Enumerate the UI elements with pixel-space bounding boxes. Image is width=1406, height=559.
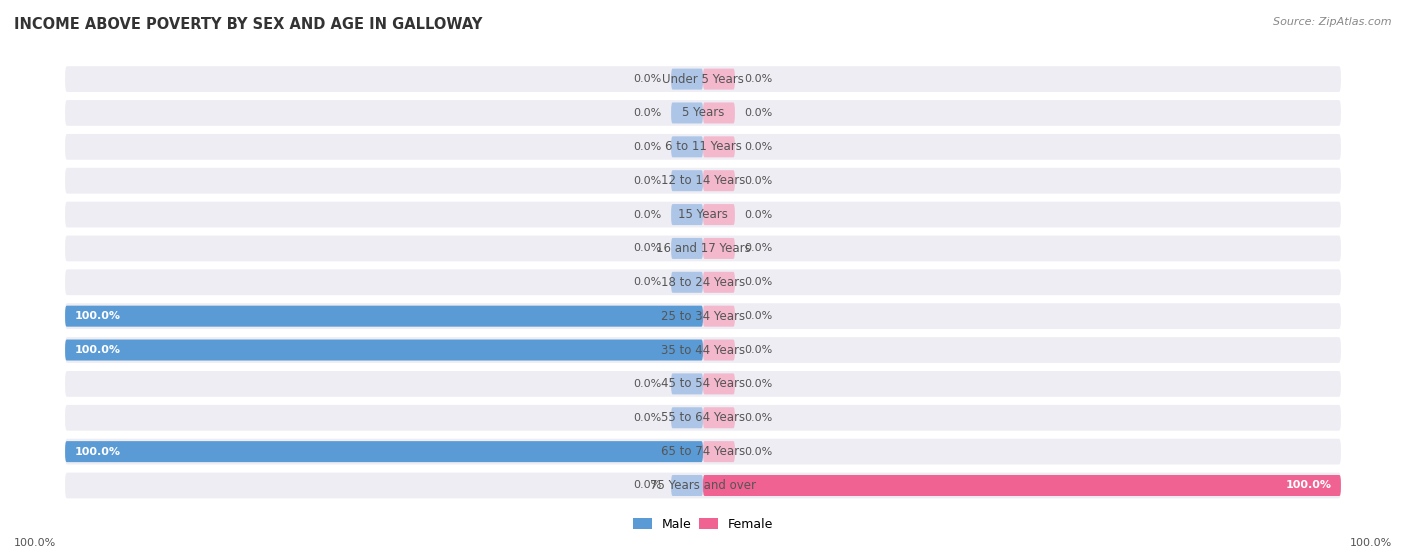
- Legend: Male, Female: Male, Female: [628, 513, 778, 536]
- Text: INCOME ABOVE POVERTY BY SEX AND AGE IN GALLOWAY: INCOME ABOVE POVERTY BY SEX AND AGE IN G…: [14, 17, 482, 32]
- Text: 6 to 11 Years: 6 to 11 Years: [665, 140, 741, 153]
- Text: 0.0%: 0.0%: [744, 311, 773, 321]
- FancyBboxPatch shape: [65, 337, 1341, 363]
- Text: 35 to 44 Years: 35 to 44 Years: [661, 344, 745, 357]
- Text: 0.0%: 0.0%: [633, 277, 662, 287]
- FancyBboxPatch shape: [65, 100, 1341, 126]
- FancyBboxPatch shape: [703, 204, 735, 225]
- Text: 0.0%: 0.0%: [744, 345, 773, 355]
- FancyBboxPatch shape: [671, 238, 703, 259]
- FancyBboxPatch shape: [703, 272, 735, 293]
- Text: 0.0%: 0.0%: [633, 108, 662, 118]
- Text: 0.0%: 0.0%: [744, 447, 773, 457]
- FancyBboxPatch shape: [65, 66, 1341, 92]
- Text: 0.0%: 0.0%: [744, 413, 773, 423]
- FancyBboxPatch shape: [65, 405, 1341, 430]
- FancyBboxPatch shape: [703, 102, 735, 124]
- Text: 100.0%: 100.0%: [75, 311, 121, 321]
- FancyBboxPatch shape: [65, 235, 1341, 261]
- FancyBboxPatch shape: [671, 204, 703, 225]
- Text: 100.0%: 100.0%: [14, 538, 56, 548]
- FancyBboxPatch shape: [703, 408, 735, 428]
- FancyBboxPatch shape: [65, 134, 1341, 160]
- Text: 55 to 64 Years: 55 to 64 Years: [661, 411, 745, 424]
- FancyBboxPatch shape: [65, 339, 703, 361]
- Text: 0.0%: 0.0%: [744, 277, 773, 287]
- FancyBboxPatch shape: [671, 102, 703, 124]
- FancyBboxPatch shape: [703, 306, 735, 326]
- FancyBboxPatch shape: [65, 371, 1341, 397]
- Text: 100.0%: 100.0%: [75, 345, 121, 355]
- FancyBboxPatch shape: [703, 441, 735, 462]
- FancyBboxPatch shape: [671, 272, 703, 293]
- Text: 0.0%: 0.0%: [744, 176, 773, 186]
- Text: 18 to 24 Years: 18 to 24 Years: [661, 276, 745, 289]
- Text: 0.0%: 0.0%: [744, 142, 773, 152]
- Text: 0.0%: 0.0%: [633, 379, 662, 389]
- FancyBboxPatch shape: [65, 472, 1341, 499]
- FancyBboxPatch shape: [671, 136, 703, 157]
- Text: 0.0%: 0.0%: [633, 481, 662, 490]
- FancyBboxPatch shape: [703, 238, 735, 259]
- FancyBboxPatch shape: [703, 475, 1341, 496]
- FancyBboxPatch shape: [65, 439, 1341, 465]
- Text: 0.0%: 0.0%: [633, 176, 662, 186]
- Text: Source: ZipAtlas.com: Source: ZipAtlas.com: [1274, 17, 1392, 27]
- Text: 0.0%: 0.0%: [633, 142, 662, 152]
- Text: 0.0%: 0.0%: [744, 108, 773, 118]
- Text: 0.0%: 0.0%: [633, 74, 662, 84]
- FancyBboxPatch shape: [65, 202, 1341, 228]
- Text: 100.0%: 100.0%: [1350, 538, 1392, 548]
- Text: 5 Years: 5 Years: [682, 106, 724, 120]
- Text: 0.0%: 0.0%: [744, 243, 773, 253]
- FancyBboxPatch shape: [703, 136, 735, 157]
- FancyBboxPatch shape: [703, 170, 735, 191]
- Text: 0.0%: 0.0%: [744, 379, 773, 389]
- FancyBboxPatch shape: [65, 168, 1341, 193]
- Text: 100.0%: 100.0%: [1285, 481, 1331, 490]
- FancyBboxPatch shape: [671, 69, 703, 89]
- FancyBboxPatch shape: [703, 373, 735, 395]
- Text: Under 5 Years: Under 5 Years: [662, 73, 744, 86]
- FancyBboxPatch shape: [671, 475, 703, 496]
- FancyBboxPatch shape: [703, 339, 735, 361]
- FancyBboxPatch shape: [65, 269, 1341, 295]
- FancyBboxPatch shape: [703, 69, 735, 89]
- Text: 0.0%: 0.0%: [744, 210, 773, 220]
- FancyBboxPatch shape: [671, 373, 703, 395]
- FancyBboxPatch shape: [65, 441, 703, 462]
- FancyBboxPatch shape: [65, 304, 1341, 329]
- Text: 45 to 54 Years: 45 to 54 Years: [661, 377, 745, 390]
- Text: 0.0%: 0.0%: [633, 210, 662, 220]
- Text: 15 Years: 15 Years: [678, 208, 728, 221]
- Text: 75 Years and over: 75 Years and over: [650, 479, 756, 492]
- Text: 16 and 17 Years: 16 and 17 Years: [655, 242, 751, 255]
- Text: 12 to 14 Years: 12 to 14 Years: [661, 174, 745, 187]
- Text: 0.0%: 0.0%: [633, 243, 662, 253]
- FancyBboxPatch shape: [671, 408, 703, 428]
- FancyBboxPatch shape: [65, 306, 703, 326]
- Text: 0.0%: 0.0%: [633, 413, 662, 423]
- FancyBboxPatch shape: [671, 170, 703, 191]
- Text: 65 to 74 Years: 65 to 74 Years: [661, 445, 745, 458]
- Text: 100.0%: 100.0%: [75, 447, 121, 457]
- Text: 25 to 34 Years: 25 to 34 Years: [661, 310, 745, 323]
- Text: 0.0%: 0.0%: [744, 74, 773, 84]
